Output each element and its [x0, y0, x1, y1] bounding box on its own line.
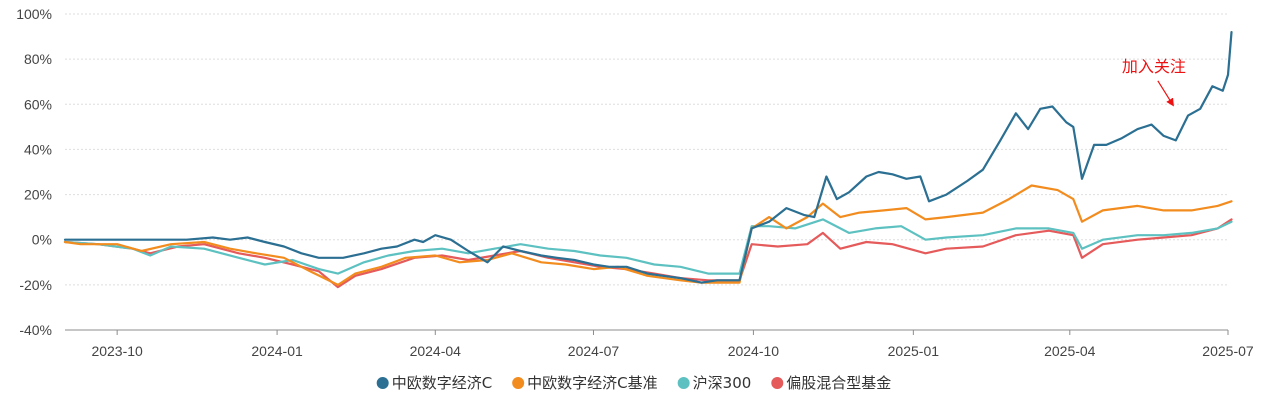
legend-marker: [677, 377, 690, 389]
x-tick-label: 2024-04: [410, 343, 462, 359]
y-tick-label: 60%: [24, 96, 52, 112]
legend: 中欧数字经济C 中欧数字经济C基准 沪深300 偏股混合型基金: [376, 374, 891, 392]
x-tick-label: 2023-10: [91, 343, 143, 359]
y-tick-label: 0%: [32, 232, 52, 248]
y-tick-label: -20%: [19, 277, 52, 293]
y-tick-label: 100%: [16, 6, 52, 22]
legend-item-4[interactable]: 偏股混合型基金: [771, 374, 891, 392]
legend-marker: [376, 377, 389, 389]
x-tick-label: 2025-01: [888, 343, 940, 359]
x-tick-label: 2024-10: [728, 343, 780, 359]
x-tick-label: 2024-01: [251, 343, 303, 359]
legend-marker: [512, 377, 525, 389]
annotation-label: 加入关注: [1122, 57, 1186, 76]
legend-item-3[interactable]: 沪深300: [677, 374, 752, 392]
legend-item-2[interactable]: 中欧数字经济C基准: [512, 374, 658, 392]
y-tick-label: 80%: [24, 51, 52, 67]
series-line-3: [63, 218, 1233, 275]
legend-label: 偏股混合型基金: [786, 374, 891, 392]
y-tick-label: 20%: [24, 187, 52, 203]
series-line-1: [63, 31, 1233, 284]
legend-item-1[interactable]: 中欧数字经济C: [376, 374, 492, 392]
legend-label: 中欧数字经济C: [392, 374, 492, 392]
annotation-arrow: [1157, 80, 1174, 107]
axes: -40% -20% 0% 20% 40% 60% 80% 100% 2023-10 2024-01…: [16, 6, 1254, 359]
x-tick-label: 2025-07: [1202, 343, 1254, 359]
annotation: 加入关注: [1122, 57, 1186, 107]
legend-label: 中欧数字经济C基准: [527, 374, 657, 392]
legend-label: 沪深300: [693, 374, 752, 392]
y-tick-label: -40%: [19, 322, 52, 338]
y-tick-label: 40%: [24, 141, 52, 157]
x-tick-label: 2025-04: [1044, 343, 1096, 359]
series-line-2: [63, 184, 1233, 286]
series-lines: [63, 31, 1233, 289]
x-tick-label: 2024-07: [568, 343, 620, 359]
legend-marker: [771, 377, 784, 389]
grid: [65, 13, 1228, 286]
